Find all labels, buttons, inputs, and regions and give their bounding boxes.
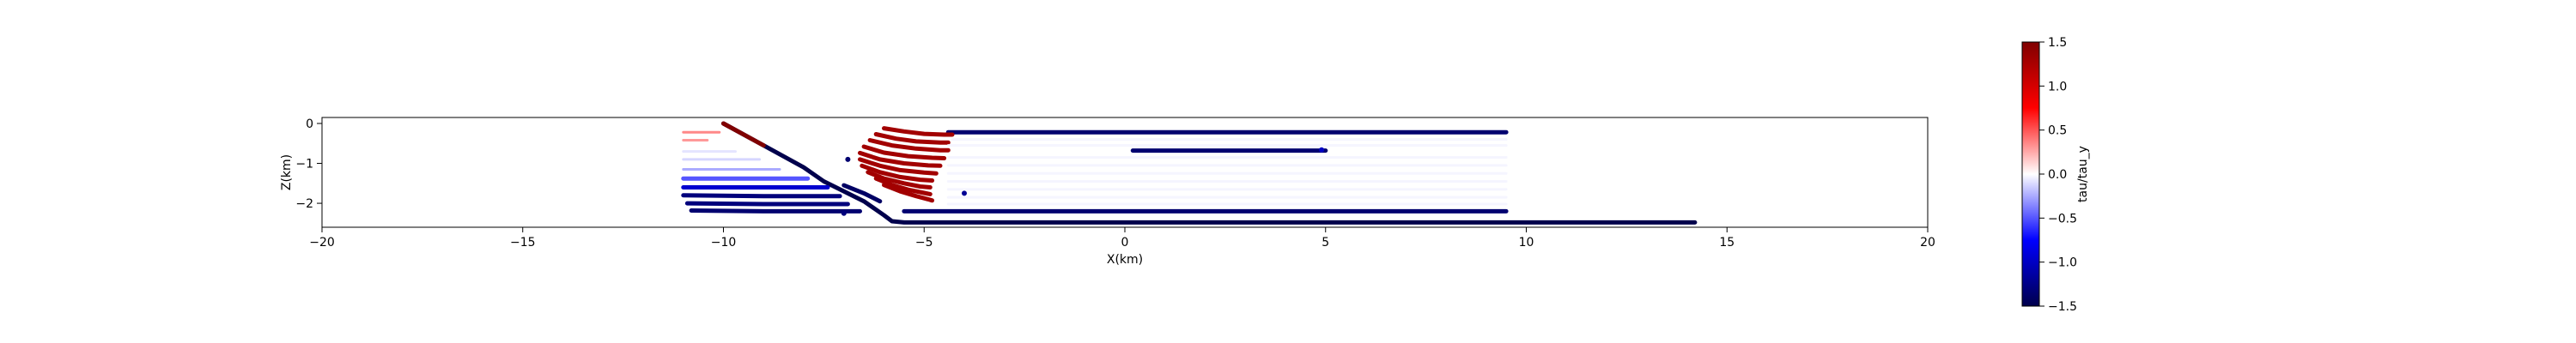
fault-line-11: [860, 163, 935, 183]
x-tick-label: −15: [510, 236, 536, 250]
fault-line-0: [721, 121, 1698, 225]
fault-line-14: [882, 183, 935, 203]
y-tick-label: 0: [306, 117, 313, 131]
colorbar-tick-label: 0.5: [2048, 124, 2067, 138]
colorbar-label: tau/tau_y: [2076, 146, 2090, 202]
fault-line-8: [861, 144, 947, 160]
fault-line-7: [867, 138, 951, 153]
x-tick-label: 5: [1321, 236, 1329, 250]
fault-line-16: [689, 208, 862, 214]
y-tick-label: −1: [295, 158, 313, 172]
fault-point-1: [962, 190, 967, 196]
fault-point-3: [1319, 147, 1325, 153]
colorbar-tick-label: 0.0: [2048, 168, 2067, 182]
fault-line-17: [684, 201, 850, 207]
x-tick-label: −5: [915, 236, 933, 250]
x-tick-label: 15: [1719, 236, 1735, 250]
colorbar-tick-label: −1.5: [2048, 300, 2077, 314]
colorbar: 1.5 1.0 0.5 0.0 −0.5 −1.0 −1.5 tau/tau_y: [2021, 36, 2090, 314]
y-tick-label: −2: [295, 197, 313, 211]
points-layer: [841, 147, 1325, 216]
colorbar-tick-label: −1.0: [2048, 256, 2077, 270]
colorbar-ticks: 1.5 1.0 0.5 0.0 −0.5 −1.0 −1.5: [2039, 36, 2077, 314]
x-tick-label: −10: [711, 236, 737, 250]
x-tick-label: 10: [1519, 236, 1534, 250]
colorbar-tick-label: −0.5: [2048, 212, 2077, 226]
fault-line-1: [721, 121, 766, 148]
colorbar-tick-label: 1.5: [2048, 36, 2067, 50]
fault-line-10: [858, 157, 939, 176]
x-tick-label: 20: [1920, 236, 1935, 250]
y-axis-label: Z(km): [280, 154, 294, 190]
fault-point-0: [845, 156, 851, 162]
fault-line-9: [858, 150, 943, 168]
x-tick-label: 0: [1121, 236, 1129, 250]
plot-area: [321, 117, 1929, 228]
x-tick-label: −20: [309, 236, 335, 250]
fault-line-5: [882, 126, 955, 137]
fault-line-15: [841, 183, 883, 204]
x-axis-label: X(km): [1107, 253, 1143, 267]
fault-line-6: [873, 132, 951, 145]
colorbar-tick-label: 1.0: [2048, 80, 2067, 93]
series-layer: [681, 121, 1698, 225]
x-axis: −20 −15 −10 −5 0 5 10 15 20: [309, 227, 1935, 250]
fault-point-2: [841, 210, 847, 216]
fault-line-13: [873, 176, 933, 196]
fault-line-12: [866, 170, 933, 190]
colorbar-gradient: [2021, 41, 2040, 307]
y-axis: 0 −1 −2: [295, 117, 322, 211]
